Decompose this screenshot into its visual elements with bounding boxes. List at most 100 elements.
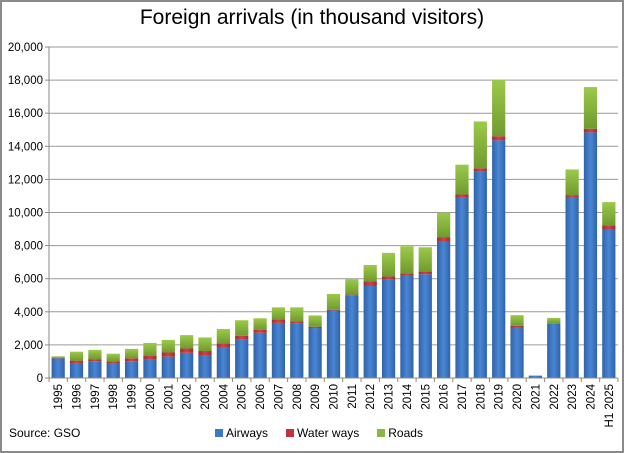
bar-segment-roads (326, 293, 341, 310)
bar-segment-roads (455, 164, 469, 195)
x-tick-label: 1999 (127, 384, 139, 410)
bar-segment-water-ways (216, 343, 230, 348)
bar-segment-airways (583, 132, 598, 378)
x-tick-label: 1998 (108, 384, 120, 410)
bar-segment-roads (565, 169, 579, 196)
bar-segment-water-ways (308, 326, 322, 329)
x-tick-label: 2021 (530, 384, 542, 410)
bar-segment-roads (400, 246, 414, 274)
bar-segment-water-ways (88, 359, 102, 362)
bar-segment-roads (602, 202, 616, 226)
bar-segment-airways (198, 354, 212, 378)
bar-segment-water-ways (290, 321, 304, 324)
x-tick-label: 2007 (273, 384, 285, 410)
y-tick-label: 0 (37, 373, 43, 385)
y-tick-label: 10,000 (8, 208, 43, 220)
bar-segment-roads (290, 307, 304, 322)
bar-segment-water-ways (180, 348, 194, 353)
bar-segment-roads (253, 318, 267, 330)
bar-segment-airways (381, 279, 396, 378)
bar-segment-roads (437, 212, 451, 238)
bar-segment-water-ways (106, 361, 120, 364)
x-tick-label: 2017 (457, 384, 469, 410)
y-tick-label: 18,000 (8, 75, 43, 87)
water-ways-swatch-icon (286, 429, 295, 437)
bar-segment-airways (363, 285, 377, 378)
legend-item-roads: Roads (377, 426, 423, 440)
bar-segment-airways (400, 275, 414, 378)
roads-swatch-icon (377, 429, 386, 437)
bar-segment-water-ways (124, 358, 139, 362)
bar-segment-roads (473, 121, 487, 169)
bar-segment-roads (510, 315, 524, 326)
bar-segment-water-ways (418, 271, 432, 275)
x-tick-label: 2002 (182, 384, 194, 410)
source-note: Source: GSO (9, 426, 81, 440)
bar-segment-roads (124, 348, 139, 359)
bar-segment-airways (235, 339, 249, 378)
bar-segment-airways (418, 274, 432, 378)
bar-segment-airways (473, 171, 487, 378)
bar-segment-roads (363, 264, 377, 282)
bar-segment-water-ways (565, 195, 579, 198)
y-tick-label: 4,000 (14, 307, 43, 319)
bar-segment-water-ways (345, 294, 359, 296)
bar-segment-airways (308, 328, 322, 378)
bar-segment-airways (528, 375, 543, 378)
bar-segment-airways (69, 362, 84, 378)
bar-segment-roads (161, 339, 175, 353)
x-tick-label: 2011 (347, 384, 359, 409)
bar-segment-water-ways (492, 136, 506, 141)
bar-segment-airways (271, 322, 286, 378)
bar-segment-airways (492, 140, 506, 378)
bar-segment-airways (345, 295, 359, 378)
x-tick-label: 2005 (237, 384, 249, 410)
x-tick-label: 2020 (512, 384, 524, 410)
bar-segment-roads (271, 307, 286, 320)
bar-segment-water-ways (271, 319, 286, 323)
legend: Airways Water ways Roads (215, 426, 423, 440)
y-tick-label: 20,000 (8, 42, 43, 54)
bar-segment-water-ways (143, 355, 157, 360)
bar-segment-water-ways (253, 329, 267, 333)
x-tick-label: 2019 (494, 384, 506, 410)
legend-label: Airways (226, 426, 269, 440)
bar-segment-water-ways (198, 351, 212, 355)
legend-label: Water ways (297, 426, 360, 440)
bar-segment-water-ways (473, 168, 487, 172)
x-tick-label: 2018 (475, 384, 487, 410)
legend-item-water-ways: Water ways (286, 426, 359, 440)
bar-segment-water-ways (326, 309, 341, 311)
bar-segment-water-ways (161, 352, 175, 357)
x-tick-label: 1996 (72, 384, 84, 410)
y-tick-label: 12,000 (8, 174, 43, 186)
x-tick-label: 2000 (145, 384, 157, 410)
bar-segment-airways (161, 356, 175, 378)
bar-segment-roads (583, 87, 598, 129)
x-tick-label: 2023 (567, 384, 579, 410)
x-tick-label: 2012 (365, 384, 377, 410)
bar-segment-water-ways (235, 335, 249, 340)
bar-segment-roads (143, 342, 157, 356)
x-tick-label: 2009 (310, 384, 322, 410)
bar-segment-roads (308, 315, 322, 327)
y-tick-label: 6,000 (14, 274, 43, 286)
bars (51, 80, 616, 378)
bar-segment-airways (437, 241, 451, 378)
bar-segment-water-ways (583, 128, 598, 133)
x-tick-label: H1 2025 (604, 384, 616, 427)
bar-segment-water-ways (69, 360, 84, 363)
bar-segment-roads (198, 337, 212, 352)
x-axis: 1995 1996 1997 1998 1999 2000 2001 2002 2003 2004… (48, 377, 619, 427)
bar-segment-airways (565, 197, 579, 378)
bar-segment-roads (51, 356, 65, 358)
bar-segment-roads (69, 351, 84, 361)
x-tick-label: 2022 (549, 384, 561, 410)
bar-segment-roads (492, 80, 506, 137)
bar-segment-airways (143, 359, 157, 378)
bar-segment-airways (602, 229, 616, 378)
bar-segment-airways (106, 363, 120, 378)
legend-item-airways: Airways (215, 426, 268, 440)
x-tick-label: 2001 (163, 384, 175, 410)
bar-segment-roads (180, 335, 194, 349)
